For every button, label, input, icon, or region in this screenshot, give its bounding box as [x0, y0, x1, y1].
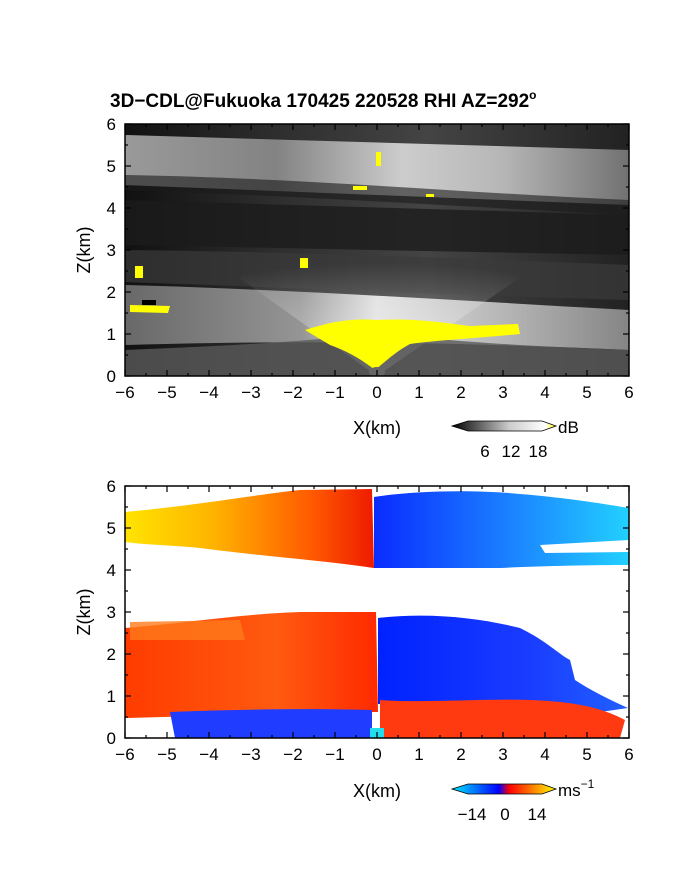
x-tick-label: −4 — [199, 745, 218, 764]
colorbar-tick: 18 — [529, 442, 548, 461]
x-tick-label: 6 — [624, 745, 633, 764]
x-tick-label: −6 — [115, 745, 134, 764]
colorbar-tick: −14 — [458, 805, 487, 824]
x-tick-label: −3 — [241, 745, 260, 764]
x-tick-label: 2 — [456, 383, 465, 402]
x-tick-label: 4 — [540, 745, 549, 764]
velocity-axes: −6 −5 −4 −3 −2 −1 0 1 2 3 4 5 6 0 1 2 3 4 5 6 — [107, 477, 634, 764]
x-tick-label: 5 — [582, 745, 591, 764]
y-tick-label: 5 — [107, 519, 116, 538]
y-tick-label: 0 — [107, 729, 116, 748]
figure-title: 3D−CDL@Fukuoka 170425 220528 RHI AZ=292o — [110, 88, 537, 112]
colorbar-tick: 12 — [502, 442, 521, 461]
reflectivity-ylabel: Z(km) — [74, 227, 94, 274]
x-tick-label: 4 — [540, 383, 549, 402]
y-tick-label: 1 — [107, 325, 116, 344]
y-tick-label: 6 — [107, 477, 116, 496]
y-tick-label: 3 — [107, 603, 116, 622]
y-tick-label: 2 — [107, 645, 116, 664]
velocity-heatmap — [125, 486, 629, 738]
x-tick-label: −3 — [241, 383, 260, 402]
x-tick-label: 6 — [624, 383, 633, 402]
colorbar-tick: 14 — [528, 805, 547, 824]
x-tick-label: −5 — [157, 745, 176, 764]
strong-echo — [305, 319, 520, 370]
x-tick-label: 5 — [582, 383, 591, 402]
colorbar-unit: dB — [558, 418, 579, 437]
reflectivity-xlabel: X(km) — [353, 418, 401, 438]
x-tick-label: 1 — [414, 383, 423, 402]
colorbar-tick: 0 — [500, 805, 509, 824]
colorbar-unit: ms−1 — [558, 777, 595, 800]
velocity-colorbar: ms−1 −14 0 14 — [450, 777, 595, 824]
x-tick-label: 2 — [456, 745, 465, 764]
y-tick-label: 4 — [107, 561, 116, 580]
velocity-xlabel: X(km) — [353, 781, 401, 801]
y-tick-label: 5 — [107, 157, 116, 176]
x-tick-label: −6 — [115, 383, 134, 402]
y-tick-label: 0 — [107, 367, 116, 386]
x-tick-label: 0 — [372, 745, 381, 764]
x-tick-label: −5 — [157, 383, 176, 402]
reflectivity-heatmap — [125, 124, 629, 376]
x-tick-label: 3 — [498, 745, 507, 764]
velocity-panel: −6 −5 −4 −3 −2 −1 0 1 2 3 4 5 6 0 1 2 3 4 5 6 X(km) Z(km) m… — [74, 477, 634, 824]
y-tick-label: 1 — [107, 687, 116, 706]
x-tick-label: −1 — [325, 383, 344, 402]
x-tick-label: −4 — [199, 383, 218, 402]
x-tick-label: 1 — [414, 745, 423, 764]
velocity-ylabel: Z(km) — [74, 589, 94, 636]
x-tick-label: −2 — [283, 745, 302, 764]
x-tick-label: 3 — [498, 383, 507, 402]
x-tick-label: −1 — [325, 745, 344, 764]
x-tick-label: −2 — [283, 383, 302, 402]
y-tick-label: 6 — [107, 115, 116, 134]
reflectivity-axes: −6 −5 −4 −3 −2 −1 0 1 2 3 4 5 6 0 1 2 3 4 5 6 — [107, 115, 634, 402]
y-tick-label: 3 — [107, 241, 116, 260]
y-tick-label: 2 — [107, 283, 116, 302]
x-tick-label: 0 — [372, 383, 381, 402]
y-tick-label: 4 — [107, 199, 116, 218]
colorbar-tick: 6 — [480, 442, 489, 461]
reflectivity-colorbar: dB 6 12 18 — [450, 418, 579, 461]
